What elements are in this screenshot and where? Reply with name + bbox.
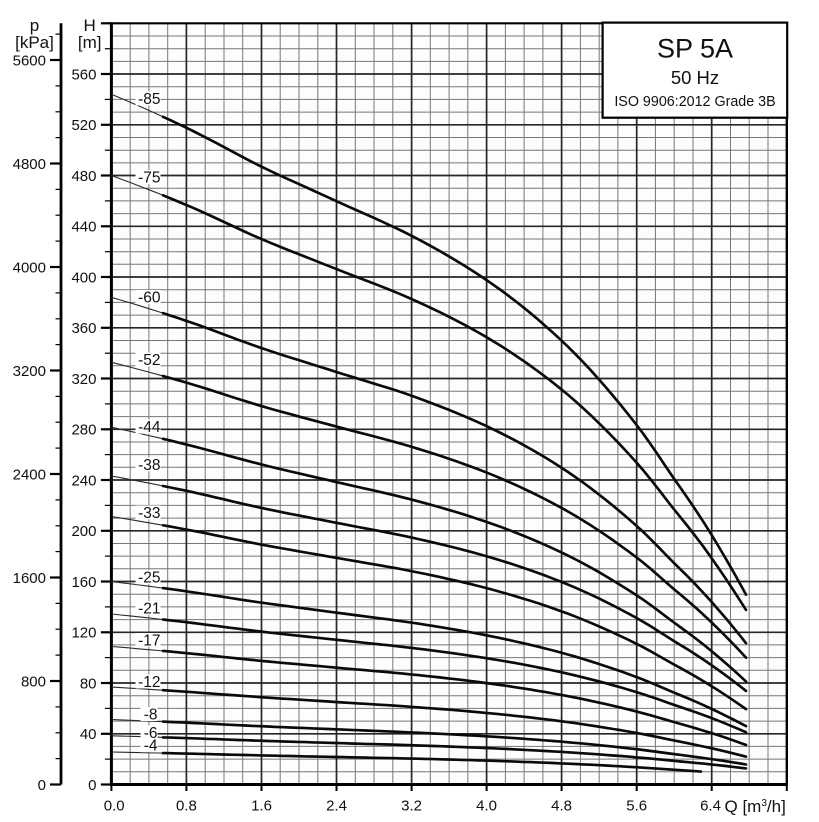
svg-text:240: 240	[71, 472, 96, 489]
svg-text:0: 0	[38, 777, 46, 794]
svg-text:-85: -85	[138, 91, 160, 108]
svg-text:2400: 2400	[13, 466, 46, 483]
svg-text:560: 560	[71, 66, 96, 83]
svg-text:-6: -6	[144, 725, 158, 742]
svg-text:6.4: 6.4	[700, 798, 721, 815]
svg-text:1600: 1600	[13, 570, 46, 587]
svg-text:160: 160	[71, 574, 96, 591]
svg-text:480: 480	[71, 168, 96, 185]
svg-text:5600: 5600	[13, 52, 46, 69]
svg-text:-60: -60	[138, 290, 161, 307]
svg-text:p: p	[30, 16, 39, 35]
svg-text:-4: -4	[144, 738, 158, 755]
svg-text:2.4: 2.4	[326, 798, 347, 815]
svg-text:40: 40	[80, 726, 97, 743]
svg-text:-21: -21	[138, 601, 160, 618]
svg-text:-8: -8	[144, 707, 158, 724]
svg-text:520: 520	[71, 117, 96, 134]
svg-text:0: 0	[88, 777, 96, 794]
svg-text:360: 360	[71, 320, 96, 337]
svg-text:440: 440	[71, 219, 96, 236]
svg-text:Q [m3/h]: Q [m3/h]	[725, 797, 786, 816]
svg-text:320: 320	[71, 371, 96, 388]
svg-text:[m]: [m]	[78, 33, 102, 52]
svg-text:-12: -12	[138, 674, 160, 691]
svg-text:1.6: 1.6	[251, 798, 272, 815]
svg-text:-33: -33	[138, 505, 160, 522]
svg-text:SP 5A: SP 5A	[657, 34, 733, 64]
svg-text:400: 400	[71, 269, 96, 286]
svg-text:4.0: 4.0	[476, 798, 497, 815]
svg-text:0.0: 0.0	[104, 798, 125, 815]
svg-text:H: H	[84, 16, 96, 35]
svg-text:80: 80	[80, 675, 97, 692]
svg-text:50 Hz: 50 Hz	[671, 67, 719, 88]
svg-text:3.2: 3.2	[401, 798, 422, 815]
svg-text:280: 280	[71, 422, 96, 439]
svg-text:[kPa]: [kPa]	[15, 33, 54, 52]
svg-text:5.6: 5.6	[626, 798, 647, 815]
svg-text:4800: 4800	[13, 156, 46, 173]
svg-text:ISO 9906:2012 Grade 3B: ISO 9906:2012 Grade 3B	[614, 94, 775, 110]
svg-text:-75: -75	[138, 170, 160, 187]
svg-text:-52: -52	[138, 352, 160, 369]
svg-text:-38: -38	[138, 457, 160, 474]
svg-text:-25: -25	[138, 570, 160, 587]
svg-text:200: 200	[71, 523, 96, 540]
svg-text:4.8: 4.8	[551, 798, 572, 815]
svg-text:120: 120	[71, 625, 96, 642]
svg-text:4000: 4000	[13, 259, 46, 276]
svg-text:3200: 3200	[13, 363, 46, 380]
svg-text:-17: -17	[138, 633, 160, 650]
svg-text:-44: -44	[138, 419, 161, 436]
svg-text:0.8: 0.8	[176, 798, 197, 815]
svg-text:800: 800	[21, 673, 46, 690]
